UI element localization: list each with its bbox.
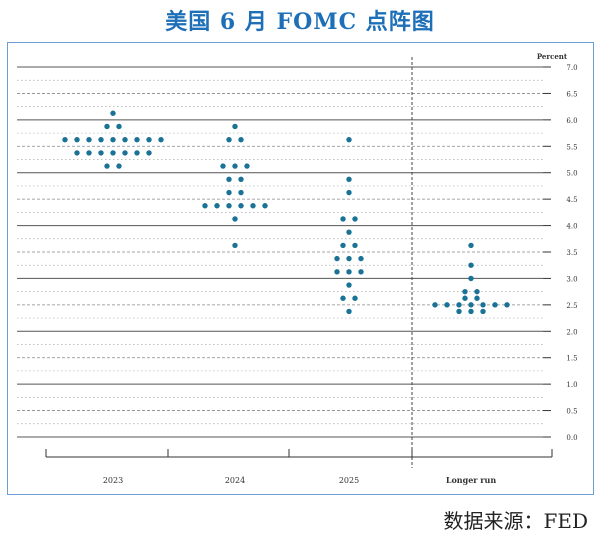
- dot-point: [116, 123, 122, 130]
- dot-point: [232, 242, 238, 249]
- y-tick-label: 5.0: [566, 170, 577, 178]
- dot-point: [340, 216, 346, 222]
- dot-point: [334, 269, 340, 275]
- dot-point: [122, 136, 128, 143]
- dot-point: [202, 203, 208, 209]
- y-tick-label: 1.0: [566, 381, 577, 389]
- dot-point: [468, 275, 474, 282]
- x-category-label: Longer run: [446, 475, 496, 485]
- dot-point: [104, 163, 110, 169]
- dot-point: [358, 255, 364, 262]
- dot-point: [226, 189, 232, 196]
- dot-point: [134, 136, 140, 143]
- dot-point: [456, 302, 462, 308]
- dot-point: [468, 308, 474, 315]
- x-category-label: 2024: [225, 476, 245, 485]
- y-tick-label: 6.5: [566, 90, 577, 98]
- dot-point: [474, 288, 480, 295]
- y-tick-label: 4.5: [566, 196, 577, 204]
- dot-point: [104, 123, 110, 130]
- y-tick-label: 5.5: [566, 143, 577, 151]
- dot-point: [86, 136, 92, 143]
- dot-point: [346, 282, 352, 288]
- dot-point: [504, 302, 510, 308]
- dot-point: [358, 269, 364, 275]
- y-tick-label: 7.0: [566, 64, 577, 72]
- dot-point: [122, 150, 128, 156]
- dot-point: [232, 216, 238, 222]
- dot-point: [480, 302, 486, 308]
- dot-point: [340, 295, 346, 301]
- y-tick-label: 4.0: [566, 223, 577, 231]
- dot-point: [474, 295, 480, 301]
- dot-point: [110, 136, 116, 143]
- dot-point: [334, 255, 340, 262]
- dot-point: [244, 163, 250, 169]
- dot-point: [62, 136, 68, 143]
- dot-point: [444, 302, 450, 308]
- dot-point: [116, 163, 122, 169]
- data-source: 数据来源：FED: [443, 509, 588, 533]
- dot-point: [462, 288, 468, 295]
- x-category-label: 2025: [339, 476, 359, 485]
- dot-point: [214, 203, 220, 209]
- dot-point: [158, 136, 164, 143]
- dot-point: [238, 136, 244, 143]
- dot-point: [346, 229, 352, 235]
- dot-point: [468, 242, 474, 249]
- dot-point: [146, 150, 152, 156]
- dot-point: [226, 176, 232, 183]
- y-tick-label: 6.0: [566, 117, 577, 125]
- dot-point: [352, 216, 358, 222]
- dot-point: [110, 110, 116, 116]
- dot-point: [480, 308, 486, 315]
- y-tick-label: 3.0: [566, 275, 577, 283]
- dot-point: [346, 136, 352, 143]
- dot-point: [220, 163, 226, 169]
- dot-point: [98, 150, 104, 156]
- dot-point: [346, 308, 352, 315]
- unit-label: Percent: [537, 52, 568, 61]
- y-tick-label: 2.0: [566, 328, 577, 336]
- dot-point: [238, 176, 244, 183]
- dot-point: [232, 123, 238, 130]
- dot-point: [462, 295, 468, 301]
- dot-point: [262, 203, 268, 209]
- dot-point: [346, 189, 352, 196]
- y-tick-label: 1.5: [566, 355, 577, 363]
- dot-point: [232, 163, 238, 169]
- dot-point: [468, 262, 474, 268]
- dot-point: [146, 136, 152, 143]
- dot-point: [346, 176, 352, 183]
- dot-point: [74, 136, 80, 143]
- chart-title: 美国 6 月 FOMC 点阵图: [165, 9, 435, 35]
- dot-point: [110, 150, 116, 156]
- dot-point: [346, 269, 352, 275]
- y-tick-label: 0.0: [566, 434, 577, 442]
- dot-point: [456, 308, 462, 315]
- y-tick-label: 2.5: [566, 302, 577, 310]
- dot-point: [238, 203, 244, 209]
- y-tick-label: 3.5: [566, 249, 577, 257]
- dot-point: [432, 302, 438, 308]
- dot-point: [340, 242, 346, 249]
- dot-point: [346, 255, 352, 262]
- x-category-label: 2023: [103, 476, 123, 485]
- dot-point: [250, 203, 256, 209]
- dot-point: [492, 302, 498, 308]
- chart-frame: 7.0 6.5 6.0 5.5 5.0 4.5 4.0 3.5 3.0 2.5 2.0 1.5 1.0 0…: [7, 42, 594, 495]
- dot-plot: 7.0 6.5 6.0 5.5 5.0 4.5 4.0 3.5 3.0 2.5 2.0 1.5 1.0 0…: [17, 52, 578, 485]
- dot-point: [226, 136, 232, 143]
- dot-point: [352, 242, 358, 249]
- dot-point: [134, 150, 140, 156]
- y-tick-label: 0.5: [566, 408, 577, 416]
- dot-point: [238, 189, 244, 196]
- dot-point: [226, 203, 232, 209]
- dot-point: [468, 302, 474, 308]
- dot-point: [98, 136, 104, 143]
- dot-point: [74, 150, 80, 156]
- dot-point: [352, 295, 358, 301]
- dot-point: [86, 150, 92, 156]
